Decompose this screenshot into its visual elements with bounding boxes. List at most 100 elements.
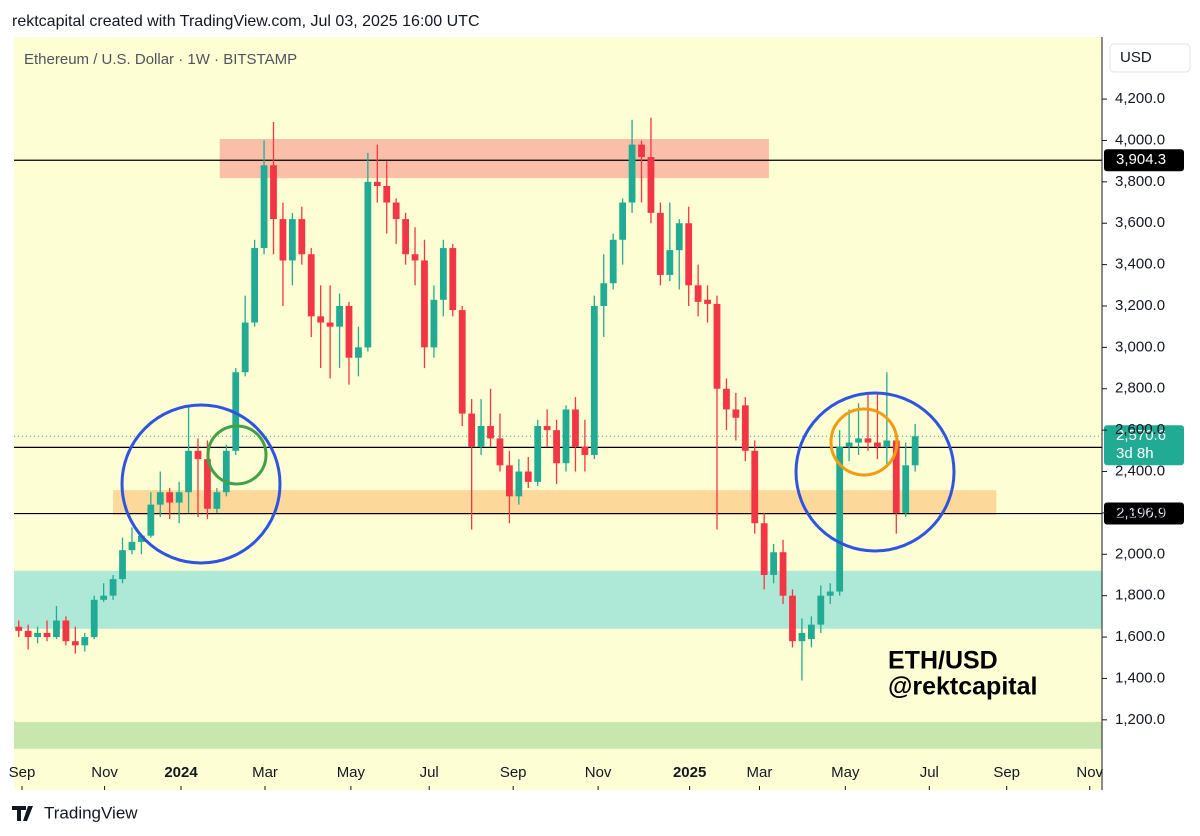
x-tick-label: Nov	[91, 764, 118, 781]
circle-blue	[120, 403, 282, 565]
candle-body	[836, 446, 844, 592]
candle-body	[288, 219, 296, 261]
candle-body	[222, 450, 230, 493]
candle-body	[175, 492, 183, 503]
candle-body	[298, 219, 306, 255]
zone	[219, 139, 769, 179]
candle-body	[355, 347, 362, 358]
candle-body	[71, 641, 79, 646]
y-tick-label: 3,800.0	[1115, 173, 1165, 190]
x-tick-label: 2024	[164, 764, 198, 781]
brand-logo	[12, 806, 33, 821]
annotation: @rektcapital	[888, 673, 1037, 701]
candle-body	[260, 165, 268, 249]
x-tick-label: Jul	[920, 764, 939, 781]
zone	[14, 570, 1102, 629]
candle-body	[43, 632, 51, 638]
chart-title: Ethereum / U.S. Dollar · 1W · BITSTAMP	[24, 51, 297, 68]
x-tick-label: May	[337, 764, 366, 781]
candle-body	[581, 446, 589, 455]
candle-body	[251, 248, 259, 323]
y-tick-label: 2,000.0	[1115, 545, 1165, 562]
candle-body	[732, 409, 740, 418]
candle-body	[307, 254, 315, 317]
candle-body	[911, 436, 919, 466]
candle-body	[590, 305, 598, 455]
candle-body	[345, 305, 353, 358]
credit: rektcapital created with TradingView.com…	[12, 13, 480, 30]
candle-body	[24, 630, 32, 638]
y-tick-label: 4,200.0	[1115, 90, 1165, 107]
candle-body	[675, 223, 683, 251]
candle-body	[798, 632, 806, 642]
candle-body	[817, 595, 825, 625]
y-tick-label: 1,600.0	[1115, 628, 1165, 645]
candle-body	[723, 388, 730, 410]
x-tick-label: Nov	[585, 764, 612, 781]
candle-body	[666, 250, 674, 275]
candle-body	[741, 405, 749, 451]
candle-body	[402, 219, 410, 255]
candle-body	[883, 440, 891, 447]
circle-blue	[794, 391, 956, 553]
candle-body	[430, 299, 438, 348]
candle-body	[619, 202, 627, 240]
y-tick-label: 1,400.0	[1115, 669, 1165, 686]
candle-body	[15, 626, 23, 631]
x-tick-label: Sep	[993, 764, 1020, 781]
y-tick-label: 3,400.0	[1115, 256, 1165, 273]
candle-body	[90, 599, 98, 638]
last-price-box	[1104, 425, 1184, 466]
brand-text: TradingView	[44, 803, 138, 822]
x-tick-label: May	[831, 764, 860, 781]
candle-body	[194, 450, 202, 460]
candle-body	[62, 620, 70, 642]
x-tick-label: Jul	[420, 764, 439, 781]
candle-body	[383, 185, 391, 203]
candle-body	[270, 165, 277, 220]
candle-body	[534, 426, 542, 482]
y-tick-label: 4,000.0	[1115, 131, 1165, 148]
candle-body	[770, 552, 778, 575]
level-box	[1104, 502, 1184, 525]
candle-body	[892, 440, 900, 513]
candle-body	[628, 144, 636, 203]
candle-body	[100, 595, 108, 600]
candle-body	[600, 283, 608, 306]
candle-body	[213, 492, 221, 509]
circle-green	[206, 424, 268, 486]
candle-body	[439, 248, 447, 300]
x-tick-label: Nov	[1076, 764, 1103, 781]
candle-body	[449, 248, 457, 311]
x-tick-label: Mar	[252, 764, 278, 781]
y-tick-label: 2,600.0	[1115, 421, 1165, 438]
candle-body	[487, 426, 494, 439]
y-tick-label: 3,000.0	[1115, 338, 1165, 355]
currency-box	[1109, 43, 1191, 73]
candle-body	[647, 157, 655, 213]
candle-body	[553, 430, 560, 464]
candle-body	[137, 535, 145, 542]
candle-body	[468, 413, 476, 447]
candle-body	[685, 223, 693, 286]
candle-body	[779, 552, 787, 596]
candle-body	[902, 465, 910, 513]
level-label: 3,904.3	[1116, 151, 1166, 168]
candle-body	[855, 438, 862, 443]
y-tick-label: 2,800.0	[1115, 380, 1165, 397]
candle-body	[411, 254, 419, 261]
countdown: 3d 8h	[1116, 445, 1154, 462]
candle-body	[336, 305, 343, 327]
candle-body	[81, 637, 89, 646]
candle-body	[373, 181, 381, 186]
candle-body	[477, 426, 485, 447]
y-tick-label: 3,200.0	[1115, 297, 1165, 314]
candle-body	[392, 202, 400, 220]
y-tick-label: 3,600.0	[1115, 214, 1165, 231]
candle-body	[638, 144, 645, 158]
last-price-label: 2,570.6	[1116, 427, 1166, 444]
candle-body	[609, 239, 617, 284]
candle-body	[147, 504, 155, 536]
candle-body	[185, 450, 192, 493]
